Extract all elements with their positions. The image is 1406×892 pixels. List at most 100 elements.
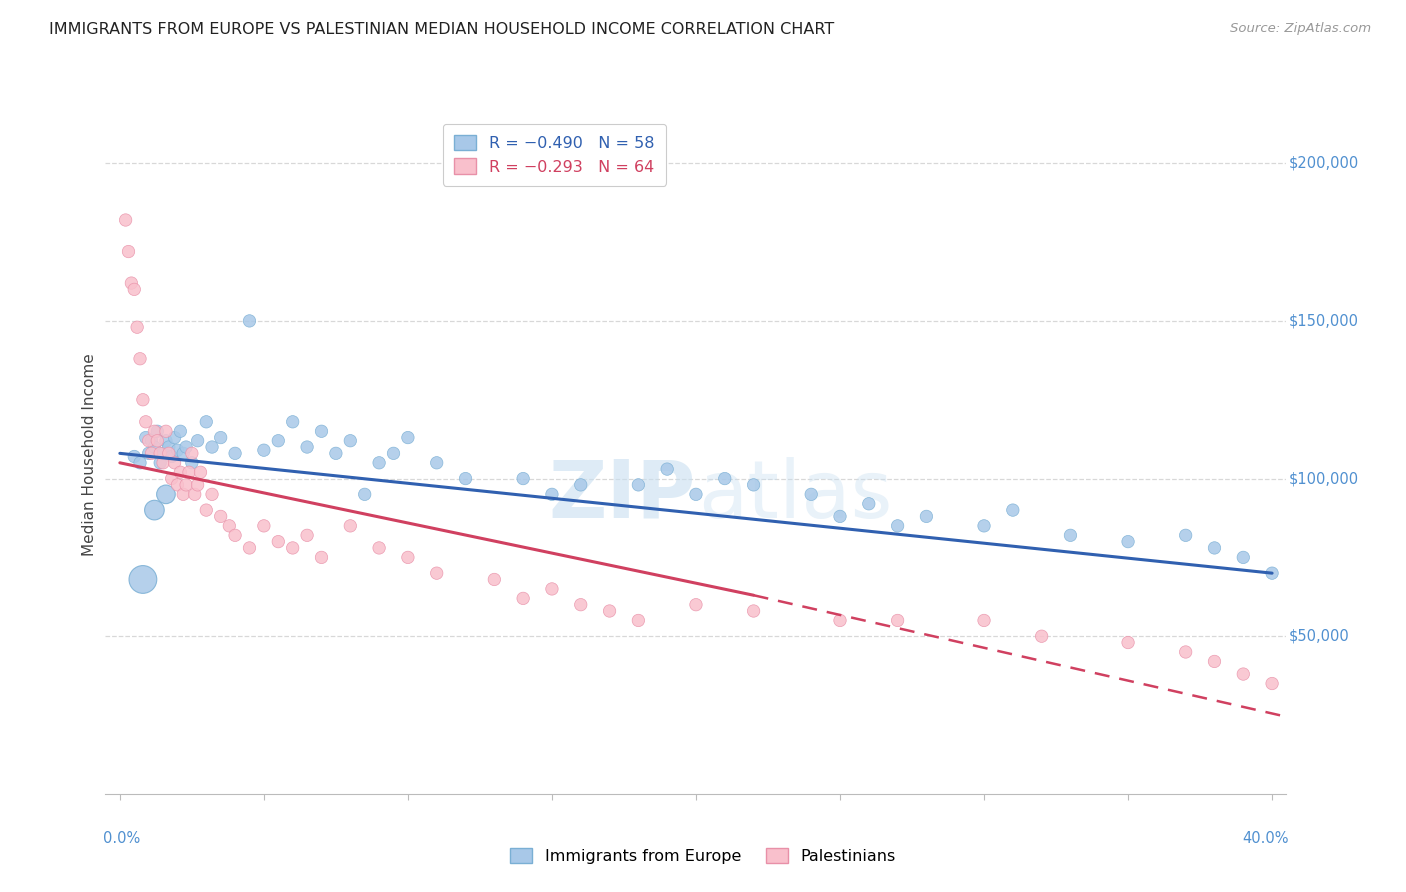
Point — [541, 582, 564, 596]
Point — [541, 487, 564, 501]
Text: ZIP: ZIP — [548, 457, 696, 534]
Point — [339, 434, 361, 448]
Point — [858, 497, 880, 511]
Point — [143, 503, 166, 517]
Point — [135, 415, 157, 429]
Point — [155, 434, 177, 448]
Point — [295, 528, 318, 542]
Point — [973, 519, 995, 533]
Point — [141, 446, 163, 460]
Point — [742, 478, 765, 492]
Point — [180, 446, 202, 460]
Y-axis label: Median Household Income: Median Household Income — [82, 353, 97, 557]
Point — [187, 478, 209, 492]
Point — [396, 550, 419, 565]
Point — [163, 456, 186, 470]
Point — [368, 541, 391, 555]
Text: $150,000: $150,000 — [1289, 313, 1358, 328]
Point — [713, 472, 735, 486]
Text: $50,000: $50,000 — [1289, 629, 1350, 644]
Point — [253, 443, 276, 458]
Point — [1031, 629, 1053, 643]
Point — [155, 487, 177, 501]
Point — [742, 604, 765, 618]
Text: Source: ZipAtlas.com: Source: ZipAtlas.com — [1230, 22, 1371, 36]
Point — [886, 519, 908, 533]
Point — [143, 424, 166, 438]
Point — [657, 462, 679, 476]
Point — [353, 487, 375, 501]
Point — [1174, 645, 1197, 659]
Point — [426, 456, 449, 470]
Text: $100,000: $100,000 — [1289, 471, 1360, 486]
Point — [569, 478, 592, 492]
Point — [122, 450, 145, 464]
Point — [143, 440, 166, 454]
Point — [169, 424, 191, 438]
Point — [454, 472, 477, 486]
Point — [209, 431, 232, 445]
Point — [127, 320, 149, 334]
Point — [1116, 635, 1139, 649]
Point — [146, 434, 169, 448]
Point — [1001, 503, 1024, 517]
Point — [169, 465, 191, 479]
Point — [138, 446, 160, 460]
Point — [195, 415, 218, 429]
Point — [201, 487, 224, 501]
Point — [325, 446, 347, 460]
Legend: Immigrants from Europe, Palestinians: Immigrants from Europe, Palestinians — [503, 842, 903, 871]
Point — [195, 503, 218, 517]
Point — [1204, 541, 1226, 555]
Point — [238, 541, 260, 555]
Point — [295, 440, 318, 454]
Point — [166, 443, 188, 458]
Point — [190, 465, 212, 479]
Point — [281, 541, 304, 555]
Point — [149, 446, 172, 460]
Point — [149, 456, 172, 470]
Point — [163, 431, 186, 445]
Point — [180, 456, 202, 470]
Point — [1232, 667, 1254, 681]
Point — [177, 465, 200, 479]
Point — [1376, 708, 1399, 723]
Point — [114, 213, 136, 227]
Point — [135, 431, 157, 445]
Point — [685, 598, 707, 612]
Point — [1204, 655, 1226, 669]
Point — [569, 598, 592, 612]
Point — [157, 440, 180, 454]
Point — [1059, 528, 1081, 542]
Point — [174, 440, 197, 454]
Point — [201, 440, 224, 454]
Point — [1261, 676, 1284, 690]
Point — [129, 351, 152, 366]
Point — [484, 573, 506, 587]
Point — [1174, 528, 1197, 542]
Point — [166, 478, 188, 492]
Text: IMMIGRANTS FROM EUROPE VS PALESTINIAN MEDIAN HOUSEHOLD INCOME CORRELATION CHART: IMMIGRANTS FROM EUROPE VS PALESTINIAN ME… — [49, 22, 834, 37]
Point — [828, 509, 851, 524]
Point — [174, 478, 197, 492]
Point — [1319, 692, 1341, 706]
Point — [339, 519, 361, 533]
Point — [238, 314, 260, 328]
Text: $200,000: $200,000 — [1289, 156, 1360, 170]
Point — [129, 456, 152, 470]
Text: 40.0%: 40.0% — [1243, 831, 1289, 847]
Point — [141, 434, 163, 448]
Point — [267, 434, 290, 448]
Point — [368, 456, 391, 470]
Point — [915, 509, 938, 524]
Point — [1289, 686, 1312, 700]
Point — [155, 424, 177, 438]
Point — [152, 446, 174, 460]
Legend: R = −0.490   N = 58, R = −0.293   N = 64: R = −0.490 N = 58, R = −0.293 N = 64 — [443, 124, 666, 186]
Point — [224, 446, 246, 460]
Point — [627, 478, 650, 492]
Point — [224, 528, 246, 542]
Point — [1261, 566, 1284, 581]
Point — [627, 614, 650, 628]
Point — [382, 446, 405, 460]
